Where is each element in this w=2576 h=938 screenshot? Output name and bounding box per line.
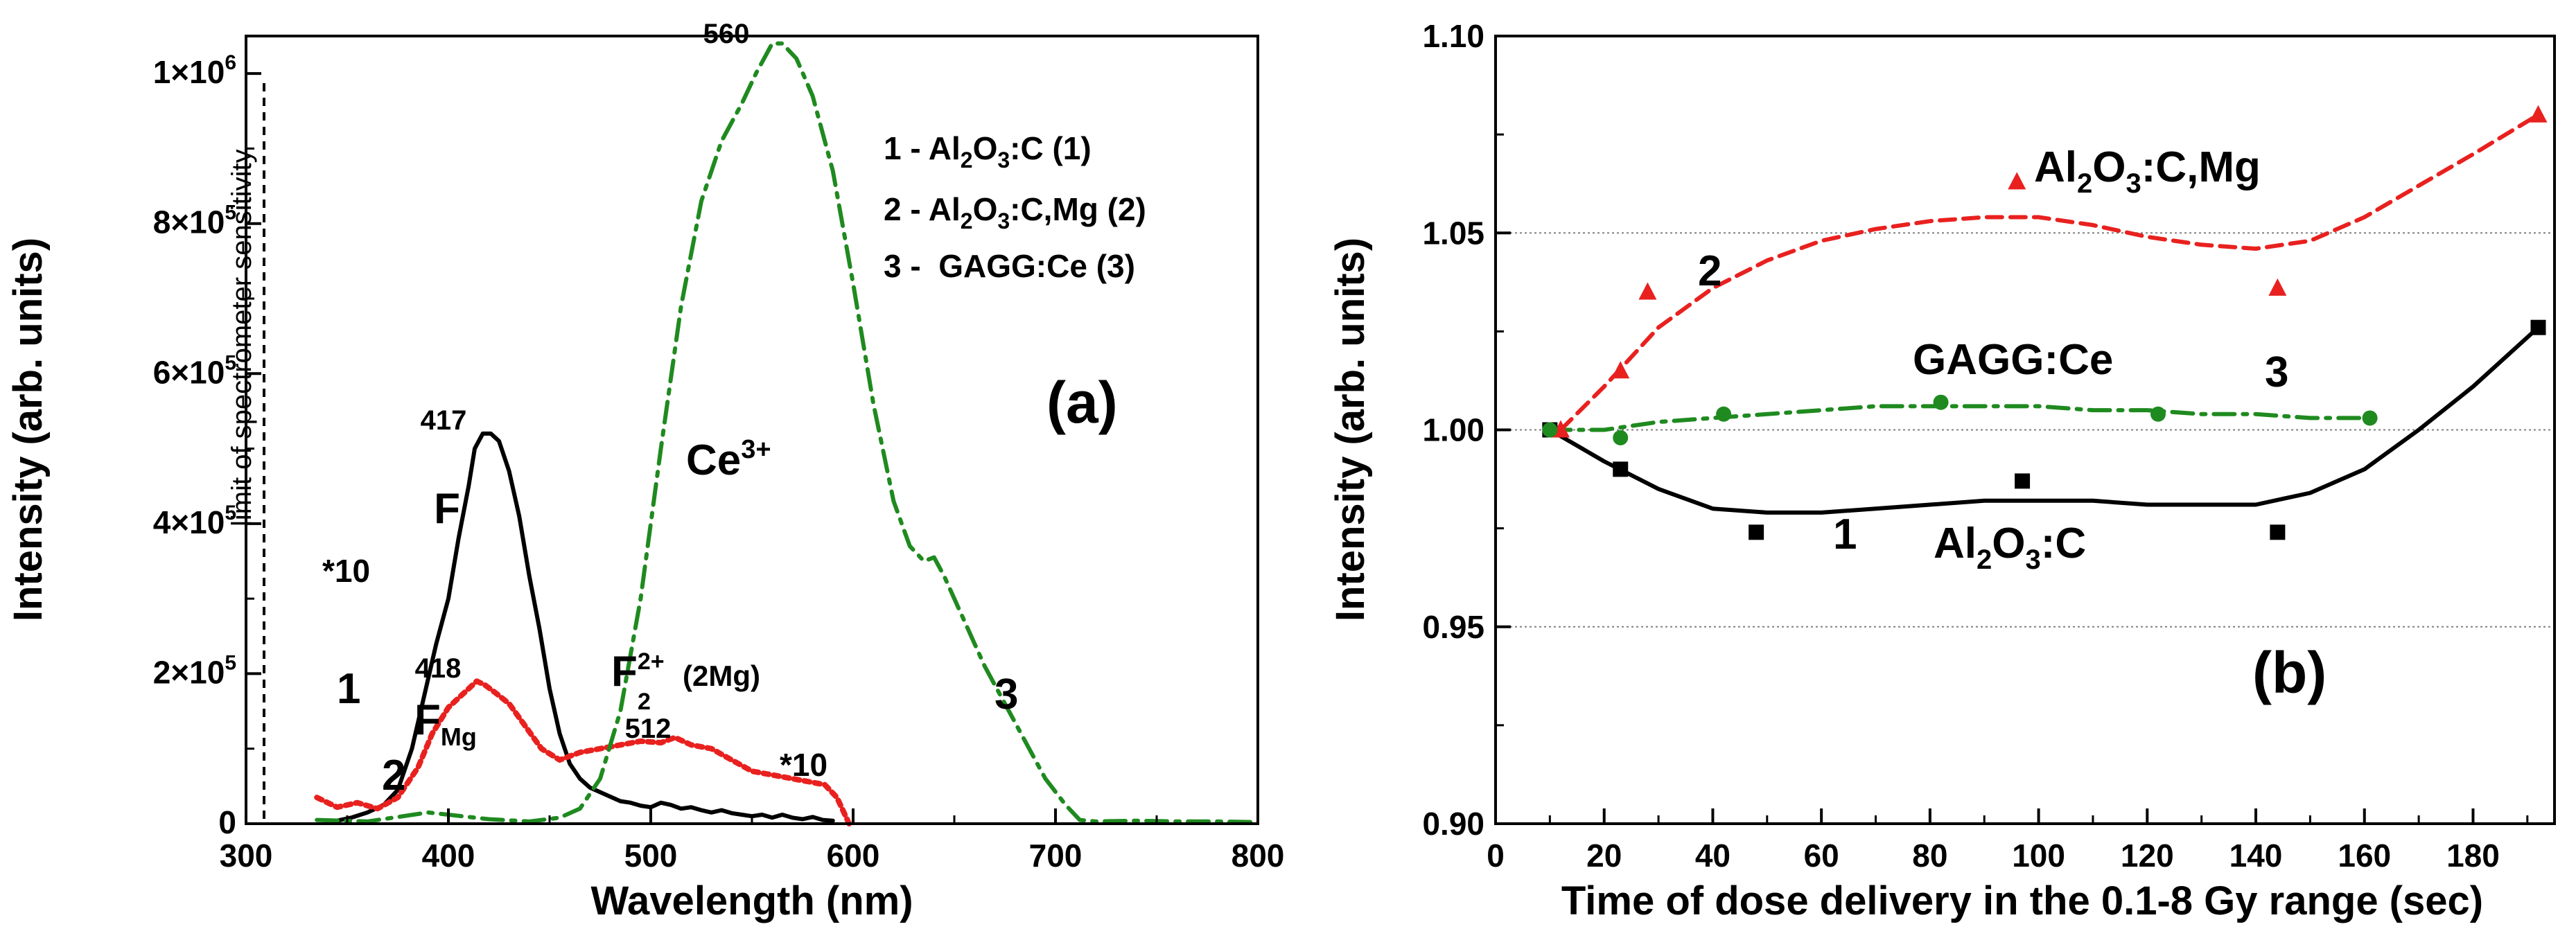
chart-a-y-title: Intensity (arb. units) [6,238,51,621]
chart-b-series-2-point [2529,105,2548,123]
legend-item-2: 2 - Al2O3:C,Mg (2) [884,191,1146,233]
peak-512-label: 512 [625,714,672,744]
panel-b-label: (b) [2252,640,2327,705]
Ce3plus-label: Ce3+ [686,435,771,484]
chart-b-series-2-point [2268,278,2287,296]
chart-b-series-3-point [1542,422,1558,438]
chart-a-x-tick-label: 600 [827,838,880,874]
times10-label-a: *10 [322,553,370,589]
F-center-label: F [434,485,460,533]
chart-b-x-tick-label: 80 [1912,838,1947,874]
chart-b-markers [1542,105,2548,540]
chart-b-y-tick-label: 1.10 [1422,18,1484,54]
peak-418-label: 418 [415,653,462,684]
chart-b-x-tick-label: 120 [2121,838,2174,874]
peak-560-label: 560 [703,19,750,49]
FMg-label: FMg [414,696,477,751]
chart-a-y-tick-label: 1×106 [153,51,236,90]
chart-a-x-tick-label: 400 [422,838,475,874]
curve1-label-b: 1 [1833,511,1857,558]
chart-b-y-tick-label: 0.90 [1422,806,1484,842]
chart-a-y-tick-label: 2×105 [153,651,236,690]
chart-b-x-title: Time of dose delivery in the 0.1-8 Gy ra… [1561,878,2483,923]
chart-b-x-tick-label: 180 [2446,838,2500,874]
times10-label-b: *10 [780,747,827,783]
chart-b-series-3-point [2362,410,2378,426]
sensitivity-limit-label: limit of spectrometer sensitivity [227,149,257,526]
chart-b-y-title: Intensity (arb. units) [1328,238,1373,621]
chart-b-y-tick-label: 1.00 [1422,412,1484,448]
chart-a-x-title: Wavelength (nm) [590,878,913,923]
chart-a-x-tick-label: 300 [220,838,273,874]
chart-a-legend: 1 - Al2O3:C (1) 2 - Al2O3:C,Mg (2) 3 - G… [884,130,1146,284]
chart-b-series-1-point [2530,319,2546,335]
chart-b-series-2-point [1638,282,1657,300]
al2o3c-label: Al2O3:C [1934,520,2086,575]
chart-b-y-tick-label: 0.95 [1422,609,1484,645]
chart-b-series-3-point [2150,406,2166,422]
al2o3c-mg-label: Al2O3:C,Mg [2034,143,2261,199]
chart-b-x-tick-label: 100 [2012,838,2065,874]
chart-b-x-tick-label: 140 [2229,838,2283,874]
chart-b-x-tick-label: 160 [2338,838,2391,874]
curve1-label-a: 1 [337,665,360,713]
chart-a-series-2-line [314,678,852,826]
chart-b-series-3-point [1933,394,1949,410]
chart-b-series-2-fit [1559,112,2541,432]
chart-b-series-3-fit [1548,404,2372,432]
legend-item-3: 3 - GAGG:Ce (3) [884,248,1135,284]
chart-b-gridlines [1496,232,2555,628]
chart-b-series-1-point [1613,461,1629,477]
chart-b-y-tick-label: 1.05 [1422,215,1484,251]
chart-a-y-tick-label: 6×105 [153,351,236,390]
chart-b-x-tick-label: 0 [1487,838,1505,874]
curve2-label-b: 2 [1698,247,1721,295]
chart-a-curves [314,41,1260,826]
chart-panel-a: limit of spectrometer sensitivity 300 400… [6,19,1284,923]
chart-b-series-1-point [1749,524,1764,540]
chart-a-x-tick-label: 500 [624,838,678,874]
chart-b-series-3-point [1613,430,1629,445]
chart-a-y-tick-label: 4×105 [153,502,236,540]
chart-a-x-ticks: 300 400 500 600 700 800 [220,808,1285,874]
chart-b-y-ticks: 0.90 0.95 1.00 1.05 1.10 [1422,18,1511,842]
chart-a-y-tick-label: 8×105 [153,202,236,240]
chart-a-y-ticks: 0 2×105 4×105 6×105 8×105 1×106 [153,51,261,840]
F2-2Mg-label: F2+ 2(2Mg) [611,648,760,715]
curve3-label-a: 3 [995,671,1018,718]
chart-b-series-3-point [1716,406,1732,422]
chart-a-series-3-line [315,41,1260,824]
chart-b-x-tick-label: 20 [1586,838,1622,874]
legend-item-1: 1 - Al2O3:C (1) [884,130,1092,172]
chart-b-series-1-fit [1548,325,2541,515]
curve3-label-b: 3 [2265,348,2288,396]
chart-b-series-2-point [2008,172,2026,190]
panel-a-label: (a) [1046,370,1118,435]
chart-b-x-tick-label: 60 [1804,838,1839,874]
chart-b-x-tick-label: 40 [1695,838,1731,874]
chart-b-series-2-point [1611,361,1630,379]
chart-b-series-1-point [2270,524,2286,540]
chart-a-series-1-line [335,431,835,823]
chart-b-curves [1548,112,2541,515]
chart-a-x-tick-label: 800 [1232,838,1285,874]
chart-panel-b: 0 20 40 60 80 100 120 140 160 180 0.90 0.95 1.00 1.0… [1328,18,2556,923]
chart-b-series-1-point [2015,473,2031,489]
chart-a-x-tick-label: 700 [1029,838,1083,874]
chart-a-y-tick-label: 0 [218,804,236,840]
curve2-label-a: 2 [382,752,405,799]
gagg-label: GAGG:Ce [1913,336,2113,384]
chart-b-x-ticks: 0 20 40 60 80 100 120 140 160 180 [1487,808,2529,874]
peak-417-label: 417 [421,405,467,436]
